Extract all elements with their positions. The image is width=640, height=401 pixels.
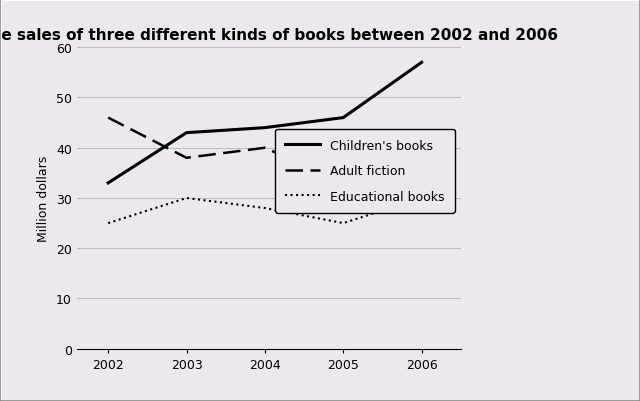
- Adult fiction: [418, 191, 426, 196]
- Adult fiction: [261, 146, 269, 151]
- Children's books: [182, 131, 190, 136]
- Educational books: [182, 196, 190, 201]
- Children's books: [339, 116, 347, 121]
- Children's books: [104, 181, 112, 186]
- Adult fiction: [182, 156, 190, 161]
- Educational books: [418, 196, 426, 201]
- Line: Educational books: Educational books: [108, 198, 422, 224]
- Adult fiction: [339, 181, 347, 186]
- Line: Adult fiction: Adult fiction: [108, 118, 422, 194]
- Children's books: [418, 61, 426, 66]
- Title: The sales of three different kinds of books between 2002 and 2006: The sales of three different kinds of bo…: [0, 28, 558, 43]
- Educational books: [261, 206, 269, 211]
- Children's books: [261, 126, 269, 131]
- Educational books: [104, 221, 112, 226]
- Line: Children's books: Children's books: [108, 63, 422, 184]
- Legend: Children's books, Adult fiction, Educational books: Children's books, Adult fiction, Educati…: [275, 130, 454, 213]
- Educational books: [339, 221, 347, 226]
- Adult fiction: [104, 116, 112, 121]
- Y-axis label: Million dollars: Million dollars: [37, 156, 51, 241]
